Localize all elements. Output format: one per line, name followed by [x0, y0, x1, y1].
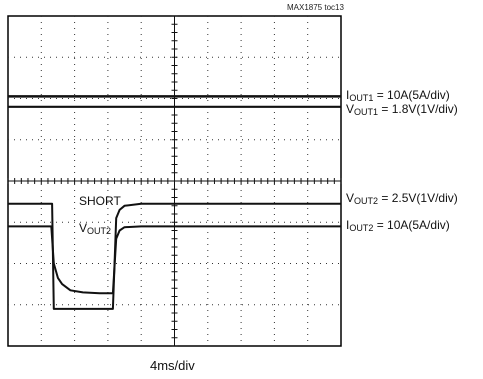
legend-iout2-rest: = 10A(5A/div) [373, 218, 450, 232]
legend-vout2: VOUT2 = 2.5V(1V/div) [346, 191, 458, 206]
legend-iout2: IOUT2 = 10A(5A/div) [346, 218, 450, 233]
legend-vout2-rest: = 2.5V(1V/div) [378, 191, 458, 205]
legend-iout1-main: I [346, 88, 350, 102]
legend-vout2-sub: OUT2 [354, 196, 379, 206]
legend-vout1-rest: = 1.8V(1V/div) [378, 102, 458, 116]
annotation-vout2-sub: OUT2 [87, 226, 112, 236]
x-axis-label: 4ms/div [150, 358, 195, 373]
annotation-short: SHORT [79, 194, 121, 208]
legend-vout2-main: V [346, 191, 355, 205]
legend-iout2-main: I [346, 218, 350, 232]
annotation-vout2-main: V [79, 221, 88, 235]
legend-vout1: VOUT1 = 1.8V(1V/div) [346, 102, 458, 117]
legend-iout2-sub: OUT2 [349, 223, 374, 233]
legend-iout1-rest: = 10A(5A/div) [373, 88, 450, 102]
legend-vout1-main: V [346, 102, 355, 116]
annotation-vout2: VOUT2 [79, 221, 112, 236]
figure-reference: MAX1875 toc13 [287, 3, 344, 12]
legend-iout1-sub: OUT1 [349, 93, 374, 103]
traces [8, 95, 341, 310]
scope-grid [7, 15, 342, 347]
legend-iout1: IOUT1 = 10A(5A/div) [346, 88, 450, 103]
trace-iout2 [8, 225, 341, 295]
legend-vout1-sub: OUT1 [354, 107, 379, 117]
